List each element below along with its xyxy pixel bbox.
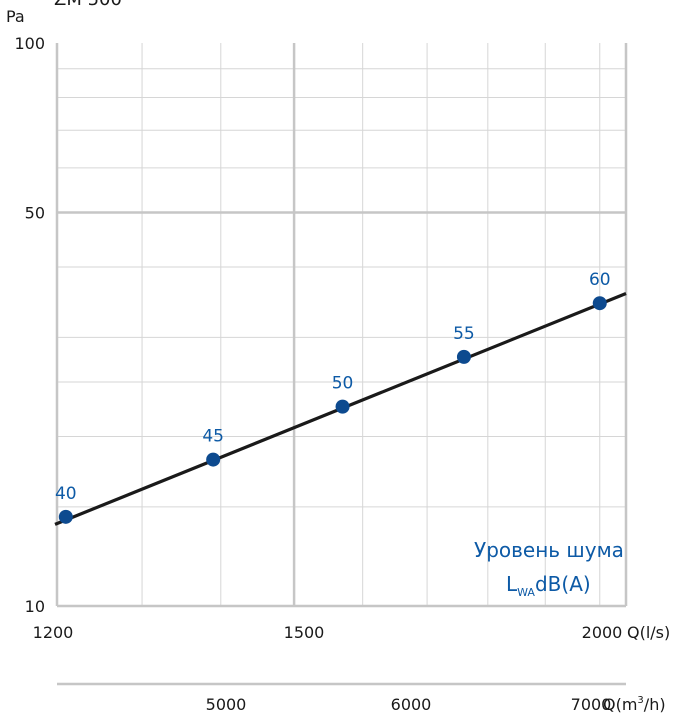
x-axis-label: Q(l/s) [627, 623, 670, 642]
x-tick-label: 1200 [33, 623, 74, 642]
noise-level-marker [206, 452, 221, 467]
noise-level-marker [592, 296, 607, 311]
secondary-axis-label-end: /h) [644, 695, 666, 714]
x-tick-labels: 1200 1500 2000 [33, 623, 623, 642]
annotation-line1: Уровень шума [474, 538, 624, 562]
noise-level-label: 45 [202, 427, 224, 447]
annotation-line2: LWAdB(A) [506, 572, 591, 599]
axes [55, 43, 628, 608]
noise-level-label: 40 [55, 484, 77, 504]
grid-lines [57, 43, 626, 606]
secondary-tick-label: 6000 [391, 695, 432, 714]
x-tick-label: 2000 [582, 623, 623, 642]
noise-level-label: 50 [332, 374, 354, 394]
y-tick-labels: 10 50 100 [14, 34, 45, 616]
markers-layer: 40 45 50 55 60 [55, 270, 611, 524]
annotation-l: L [506, 572, 518, 596]
noise-level-marker [335, 399, 350, 414]
secondary-axis-label-base: Q(m [603, 695, 637, 714]
annotation-wa: WA [517, 586, 535, 599]
noise-level-marker [456, 349, 471, 364]
secondary-tick-labels: 5000 6000 7000 [206, 695, 612, 714]
noise-level-label: 60 [589, 270, 611, 290]
noise-level-marker [58, 509, 73, 524]
chart-title: ZM 500 [54, 0, 122, 10]
y-axis-label: Pa [6, 7, 25, 26]
y-tick-label: 100 [14, 34, 45, 53]
secondary-tick-label: 7000 [571, 695, 612, 714]
secondary-axis-label: Q(m3/h) [603, 695, 666, 714]
secondary-axis-label-sup: 3 [637, 695, 643, 706]
y-tick-label: 10 [25, 597, 45, 616]
secondary-tick-label: 5000 [206, 695, 247, 714]
noise-level-annotation: Уровень шума LWAdB(A) [474, 538, 624, 599]
x-tick-label: 1500 [284, 623, 325, 642]
annotation-dba: dB(A) [535, 572, 591, 596]
major-grid-lines [57, 43, 626, 606]
y-tick-label: 50 [25, 203, 45, 222]
noise-level-label: 55 [453, 324, 475, 344]
